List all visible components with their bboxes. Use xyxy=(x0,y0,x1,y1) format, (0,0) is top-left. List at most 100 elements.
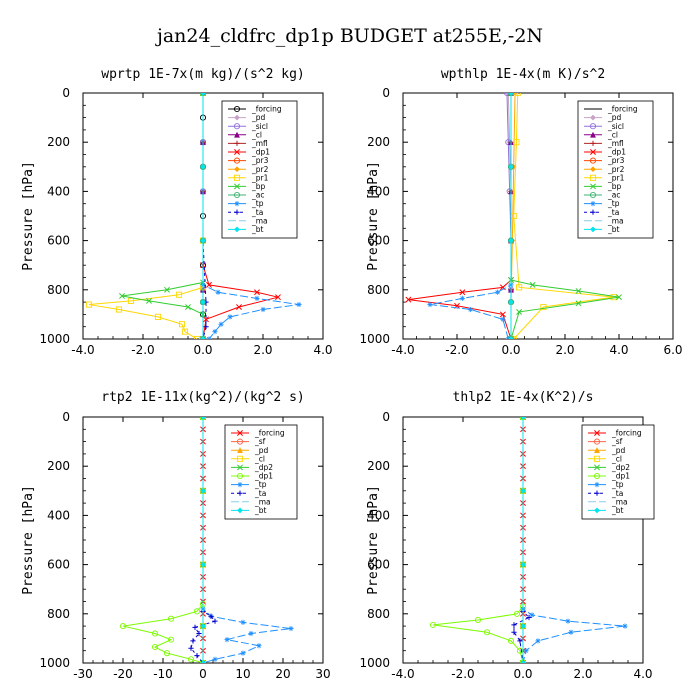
data-point xyxy=(520,417,526,420)
legend-marker xyxy=(589,131,597,138)
series-line xyxy=(88,93,204,339)
y-tick-label: 600 xyxy=(367,558,390,572)
data-point xyxy=(167,636,175,643)
y-tick-label: 800 xyxy=(367,283,390,297)
legend-label: _cl xyxy=(254,454,265,463)
data-point xyxy=(164,286,170,293)
legend-label: _dp2 xyxy=(611,463,630,472)
y-tick-label: 0 xyxy=(382,410,390,424)
y-tick-label: 1000 xyxy=(359,656,390,670)
legend-label: _dp1 xyxy=(251,148,270,157)
legend-label: _forcing xyxy=(611,429,642,438)
y-tick-label: 400 xyxy=(47,508,70,522)
data-point xyxy=(85,301,93,308)
y-tick-label: 400 xyxy=(367,508,390,522)
y-axis-label: Pressure [hPa] xyxy=(366,485,381,595)
data-point xyxy=(568,629,574,635)
legend-label: _ma xyxy=(251,216,268,225)
legend-marker xyxy=(237,430,243,436)
series-bp xyxy=(119,93,206,339)
legend-label: _pr1 xyxy=(251,173,269,182)
legend-marker xyxy=(593,447,601,454)
legend-label: _dp1 xyxy=(254,472,273,481)
legend-marker xyxy=(237,490,243,496)
y-tick-label: 1000 xyxy=(359,332,390,346)
data-point xyxy=(575,300,582,307)
data-point xyxy=(459,295,465,302)
data-point xyxy=(288,625,294,632)
legend-marker xyxy=(593,472,601,480)
series-line xyxy=(432,417,524,663)
data-point xyxy=(200,487,206,494)
data-point xyxy=(227,314,233,320)
data-point xyxy=(256,643,262,649)
legend-label: _forcing xyxy=(251,105,282,114)
y-tick-label: 200 xyxy=(47,135,70,149)
y-tick-label: 0 xyxy=(62,410,70,424)
x-tick-label: 30 xyxy=(315,667,330,681)
legend-marker xyxy=(594,482,600,488)
legend-marker xyxy=(590,183,596,190)
legend: _forcing_sf_pd_cl_dp2_dp1_tp_ta_ma_bt xyxy=(581,424,655,520)
data-point xyxy=(254,295,260,302)
legend-marker xyxy=(234,201,240,207)
data-point xyxy=(154,313,162,320)
y-tick-label: 400 xyxy=(367,184,390,198)
data-point xyxy=(203,324,209,330)
data-point xyxy=(429,621,437,628)
data-point xyxy=(194,653,200,659)
data-point xyxy=(565,618,571,624)
data-point xyxy=(526,614,532,621)
legend-marker xyxy=(590,166,596,173)
data-point xyxy=(483,629,491,636)
legend-marker xyxy=(234,183,240,190)
legend-marker xyxy=(237,464,243,471)
legend-marker xyxy=(233,131,241,138)
data-point xyxy=(151,630,159,637)
data-point xyxy=(167,615,175,622)
series-bt xyxy=(200,417,206,663)
series-tp xyxy=(520,417,628,663)
panel-wpthlp: wpthlp 1E-4x(m K)/s^2 Pressure [hPa] -4.… xyxy=(359,67,682,357)
legend-label: _dp2 xyxy=(254,463,273,472)
y-tick-label: 800 xyxy=(47,607,70,621)
legend-label: _pd xyxy=(607,113,622,122)
legend-marker xyxy=(233,157,241,164)
legend-box xyxy=(581,424,655,520)
legend-label: _ma xyxy=(254,497,271,506)
legend-label: _tp xyxy=(254,480,267,489)
legend-marker xyxy=(594,507,600,514)
data-point xyxy=(212,618,218,624)
series-tp xyxy=(427,93,514,339)
data-point xyxy=(192,624,198,630)
legend-marker xyxy=(234,226,240,233)
data-point xyxy=(508,336,514,339)
legend-label: _cl xyxy=(607,130,618,139)
x-tick-label: -2.0 xyxy=(131,343,154,357)
data-point xyxy=(499,284,506,291)
y-tick-label: 1000 xyxy=(39,656,70,670)
legend-marker xyxy=(233,191,241,199)
legend-marker xyxy=(234,114,240,121)
data-point xyxy=(200,163,206,170)
data-point xyxy=(200,561,206,568)
series-dp1 xyxy=(405,93,514,339)
series-line xyxy=(202,93,300,339)
legend-label: _ma xyxy=(611,497,628,506)
x-tick-label: 4.0 xyxy=(633,667,652,681)
legend-label: _bp xyxy=(251,182,266,191)
data-point xyxy=(200,336,206,339)
legend-marker xyxy=(593,455,601,462)
data-point xyxy=(185,304,191,310)
data-point xyxy=(193,335,201,339)
data-point xyxy=(240,619,246,626)
figure-title: jan24_cldfrc_dp1p BUDGET at255E,-2N xyxy=(155,25,543,47)
legend-label: _mfl xyxy=(251,139,268,148)
data-point xyxy=(206,281,212,288)
data-point xyxy=(427,301,433,308)
data-point xyxy=(511,629,517,635)
data-point xyxy=(203,316,209,323)
data-point xyxy=(151,643,159,651)
y-tick-label: 200 xyxy=(367,459,390,473)
